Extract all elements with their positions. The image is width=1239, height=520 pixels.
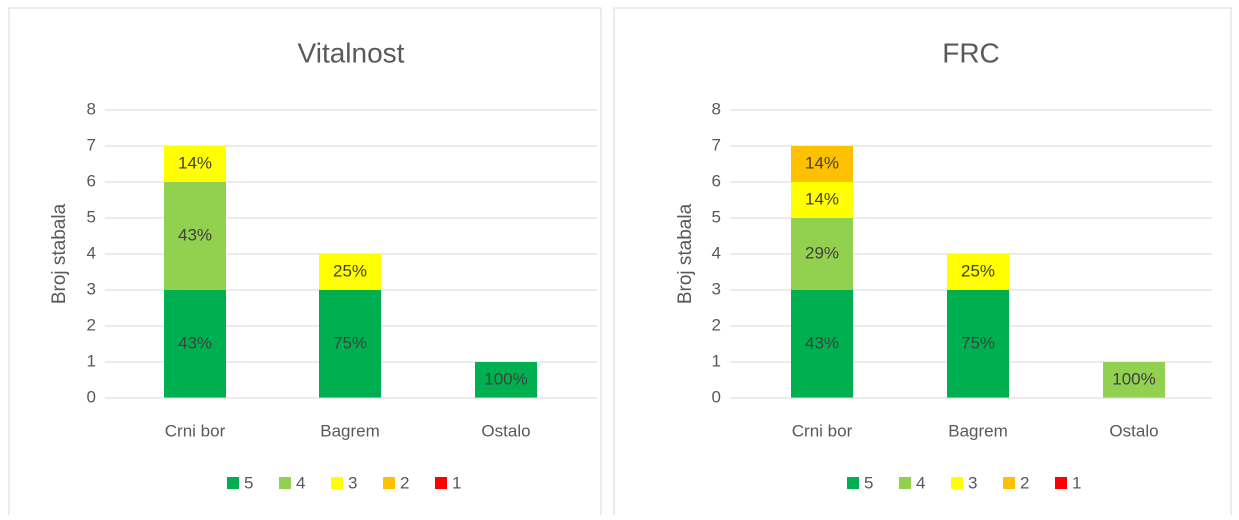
legend-swatch <box>279 477 291 489</box>
x-tick-label: Ostalo <box>481 421 530 440</box>
legend-label: 1 <box>1072 473 1081 492</box>
legend-label: 2 <box>400 473 409 492</box>
bar-segment <box>164 146 226 182</box>
data-label: 75% <box>333 333 367 352</box>
y-tick-label: 5 <box>712 207 721 226</box>
x-tick-label: Ostalo <box>1109 421 1158 440</box>
y-axis-label: Broj stabala <box>675 203 696 304</box>
legend-swatch <box>1003 477 1015 489</box>
y-tick-label: 0 <box>87 387 96 406</box>
legend-swatch <box>1055 477 1067 489</box>
y-tick-label: 4 <box>87 243 96 262</box>
legend-label: 1 <box>452 473 461 492</box>
y-tick-label: 0 <box>712 387 721 406</box>
y-tick-label: 2 <box>87 315 96 334</box>
y-tick-label: 7 <box>712 135 721 154</box>
legend-swatch <box>847 477 859 489</box>
legend-label: 4 <box>296 473 305 492</box>
data-label: 14% <box>178 153 212 172</box>
data-label: 43% <box>178 333 212 352</box>
y-tick-label: 1 <box>87 351 96 370</box>
legend-label: 3 <box>348 473 357 492</box>
y-tick-label: 6 <box>712 171 721 190</box>
legend-swatch <box>227 477 239 489</box>
data-label: 14% <box>805 189 839 208</box>
data-label: 75% <box>961 333 995 352</box>
chart-title: Vitalnost <box>298 37 405 68</box>
y-tick-label: 6 <box>87 171 96 190</box>
legend-swatch <box>951 477 963 489</box>
bar-segment <box>319 254 381 290</box>
y-tick-label: 3 <box>712 279 721 298</box>
panel-border <box>613 7 1232 515</box>
legend-label: 3 <box>968 473 977 492</box>
bar-segment <box>791 182 853 218</box>
bar-segment <box>475 362 537 398</box>
chart-title: FRC <box>942 37 1000 68</box>
x-tick-label: Bagrem <box>948 421 1008 440</box>
x-tick-label: Crni bor <box>792 421 853 440</box>
bar-segment <box>319 290 381 398</box>
bar-segment <box>1103 362 1165 398</box>
legend-swatch <box>331 477 343 489</box>
bar-segment <box>164 290 226 398</box>
legend-swatch <box>383 477 395 489</box>
legend-swatch <box>899 477 911 489</box>
legend-label: 5 <box>244 473 253 492</box>
data-label: 25% <box>961 261 995 280</box>
y-tick-label: 2 <box>712 315 721 334</box>
data-label: 29% <box>805 243 839 262</box>
bar-segment <box>947 254 1009 290</box>
y-tick-label: 8 <box>712 99 721 118</box>
y-axis-label: Broj stabala <box>49 203 70 304</box>
legend-label: 4 <box>916 473 925 492</box>
bar-segment <box>947 290 1009 398</box>
data-label: 14% <box>805 153 839 172</box>
y-tick-label: 3 <box>87 279 96 298</box>
legend-label: 5 <box>864 473 873 492</box>
legend-swatch <box>435 477 447 489</box>
legend-label: 2 <box>1020 473 1029 492</box>
y-tick-label: 1 <box>712 351 721 370</box>
data-label: 43% <box>178 225 212 244</box>
y-tick-label: 7 <box>87 135 96 154</box>
x-tick-label: Bagrem <box>320 421 380 440</box>
data-label: 100% <box>1112 369 1155 388</box>
y-tick-label: 5 <box>87 207 96 226</box>
y-tick-label: 4 <box>712 243 721 262</box>
data-label: 43% <box>805 333 839 352</box>
y-tick-label: 8 <box>87 99 96 118</box>
data-label: 100% <box>484 369 527 388</box>
bar-segment <box>791 290 853 398</box>
bar-segment <box>791 218 853 290</box>
bar-segment <box>164 182 226 290</box>
panel-border <box>8 7 602 515</box>
data-label: 25% <box>333 261 367 280</box>
x-tick-label: Crni bor <box>165 421 226 440</box>
bar-segment <box>791 146 853 182</box>
